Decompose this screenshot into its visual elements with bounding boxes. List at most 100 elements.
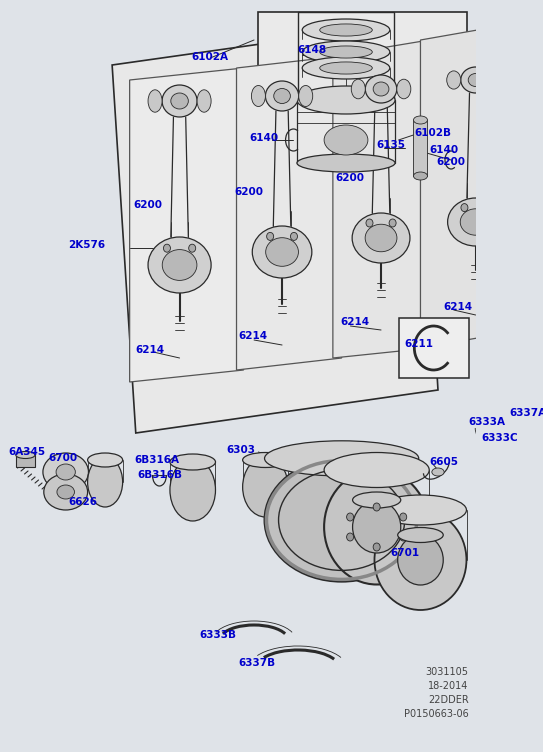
Text: 6102B: 6102B <box>414 128 451 138</box>
Text: 6140: 6140 <box>429 145 458 155</box>
Circle shape <box>163 244 171 252</box>
Text: 6214: 6214 <box>136 345 165 355</box>
Ellipse shape <box>397 535 443 585</box>
Circle shape <box>291 232 298 241</box>
Ellipse shape <box>413 116 427 124</box>
Ellipse shape <box>197 89 211 112</box>
Bar <box>413 120 427 176</box>
Ellipse shape <box>324 453 429 487</box>
Ellipse shape <box>264 441 419 476</box>
Circle shape <box>267 232 274 241</box>
Ellipse shape <box>162 85 197 117</box>
Ellipse shape <box>264 459 419 581</box>
Text: 6605: 6605 <box>429 457 458 467</box>
Polygon shape <box>237 56 342 370</box>
Ellipse shape <box>252 226 312 278</box>
Ellipse shape <box>432 468 444 476</box>
Ellipse shape <box>243 457 288 517</box>
Ellipse shape <box>320 46 372 58</box>
Ellipse shape <box>324 125 368 155</box>
Ellipse shape <box>447 71 461 89</box>
Ellipse shape <box>43 453 89 491</box>
Ellipse shape <box>447 198 504 246</box>
Ellipse shape <box>302 19 390 41</box>
Text: 6333B: 6333B <box>200 630 237 640</box>
Text: 3031105: 3031105 <box>426 667 469 677</box>
Circle shape <box>500 414 507 422</box>
Ellipse shape <box>352 501 401 553</box>
Ellipse shape <box>375 495 466 525</box>
Circle shape <box>346 513 353 521</box>
Ellipse shape <box>162 250 197 280</box>
Text: 6700: 6700 <box>48 453 77 463</box>
Text: 6B316A: 6B316A <box>134 455 179 465</box>
Text: 2K576: 2K576 <box>68 240 105 250</box>
Text: 22DDER: 22DDER <box>428 695 469 705</box>
Polygon shape <box>112 22 438 433</box>
Bar <box>298 12 394 100</box>
Ellipse shape <box>148 89 162 112</box>
Ellipse shape <box>413 172 427 180</box>
Ellipse shape <box>373 82 389 96</box>
Ellipse shape <box>266 238 299 266</box>
Ellipse shape <box>320 24 372 36</box>
Text: 6200: 6200 <box>436 157 465 167</box>
Text: 6626: 6626 <box>68 497 97 507</box>
Ellipse shape <box>266 81 299 111</box>
Ellipse shape <box>460 209 491 235</box>
Ellipse shape <box>16 451 35 459</box>
Text: 6102A: 6102A <box>191 52 228 62</box>
Ellipse shape <box>56 464 75 480</box>
Text: 6214: 6214 <box>340 317 369 327</box>
Text: 6B316B: 6B316B <box>137 470 182 480</box>
Text: 6303: 6303 <box>226 445 255 455</box>
Text: 6140: 6140 <box>250 133 279 143</box>
Text: 6333A: 6333A <box>469 417 506 427</box>
Ellipse shape <box>461 67 490 93</box>
Circle shape <box>461 204 468 211</box>
Circle shape <box>400 513 407 521</box>
Text: 6337B: 6337B <box>238 658 275 668</box>
Ellipse shape <box>251 86 266 107</box>
Ellipse shape <box>490 71 504 89</box>
Circle shape <box>373 543 380 551</box>
Ellipse shape <box>299 86 313 107</box>
Text: 6A345: 6A345 <box>9 447 46 457</box>
Ellipse shape <box>297 154 395 172</box>
Text: 6200: 6200 <box>133 200 162 210</box>
Text: 6333C: 6333C <box>482 433 519 443</box>
Bar <box>399 318 469 378</box>
Ellipse shape <box>324 469 429 584</box>
Ellipse shape <box>365 224 397 252</box>
Ellipse shape <box>351 79 365 99</box>
Text: 6214: 6214 <box>443 302 472 312</box>
Text: 6701: 6701 <box>390 548 420 558</box>
Text: 6211: 6211 <box>405 339 434 349</box>
Ellipse shape <box>297 86 395 114</box>
Ellipse shape <box>170 454 216 470</box>
Text: 6337A: 6337A <box>510 408 543 418</box>
Text: 6214: 6214 <box>238 331 267 341</box>
Ellipse shape <box>243 453 288 468</box>
Ellipse shape <box>352 213 410 263</box>
Ellipse shape <box>274 89 291 104</box>
Circle shape <box>373 503 380 511</box>
Ellipse shape <box>44 474 87 510</box>
Text: 6148: 6148 <box>298 45 327 55</box>
Text: 18-2014: 18-2014 <box>428 681 469 691</box>
Circle shape <box>366 219 373 227</box>
Ellipse shape <box>170 459 216 521</box>
Circle shape <box>188 244 195 252</box>
Circle shape <box>346 533 353 541</box>
Ellipse shape <box>171 93 188 109</box>
Polygon shape <box>130 68 243 382</box>
Text: 6200: 6200 <box>336 173 364 183</box>
Ellipse shape <box>302 57 390 79</box>
Polygon shape <box>333 40 429 358</box>
Text: P0150663-06: P0150663-06 <box>404 709 469 719</box>
Ellipse shape <box>365 75 397 103</box>
Circle shape <box>400 533 407 541</box>
Text: 6135: 6135 <box>377 140 406 150</box>
Ellipse shape <box>375 510 466 610</box>
Ellipse shape <box>302 41 390 63</box>
